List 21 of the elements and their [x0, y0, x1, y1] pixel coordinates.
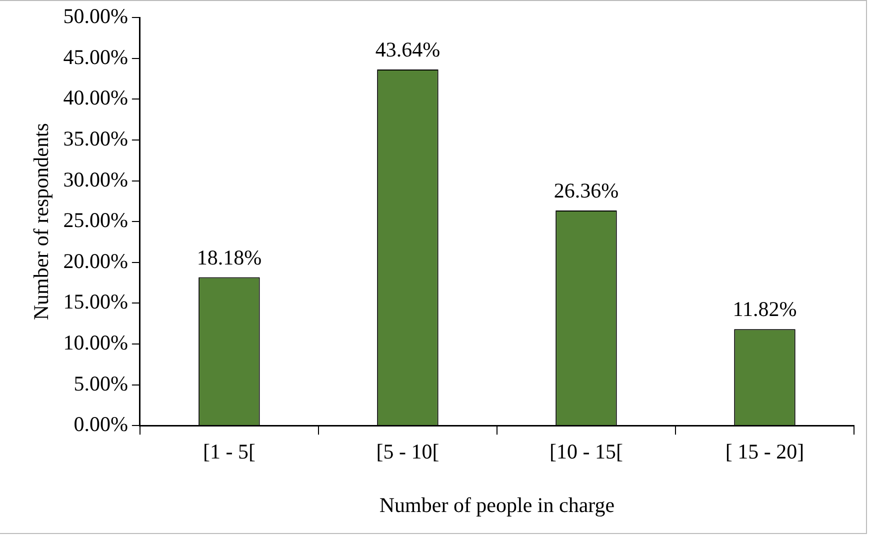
y-tick-label: 50.00% [63, 4, 128, 28]
y-tick-label: 30.00% [63, 167, 128, 192]
data-label: 11.82% [732, 297, 797, 322]
y-axis-title: Number of respondents [29, 123, 54, 320]
data-label: 43.64% [375, 38, 440, 62]
x-tick-label: [ 15 - 20] [725, 440, 804, 464]
y-tick-label: 10.00% [63, 330, 128, 355]
data-label: 26.36% [554, 178, 619, 203]
y-tick-label: 20.00% [63, 248, 128, 273]
y-tick-label: 15.00% [63, 290, 128, 314]
y-tick-label: 0.00% [74, 412, 128, 436]
y-tick-label: 35.00% [63, 126, 128, 151]
y-tick-label: 45.00% [63, 44, 128, 69]
x-tick-label: [5 - 10[ [376, 440, 440, 464]
y-tick-label: 5.00% [74, 371, 128, 396]
y-tick-label: 40.00% [63, 86, 128, 110]
y-tick-label: 25.00% [63, 208, 128, 232]
data-label: 18.18% [196, 245, 262, 270]
x-tick-label: [10 - 15[ [549, 440, 623, 464]
x-axis-title: Number of people in charge [379, 492, 615, 517]
x-tick-label: [1 - 5[ [202, 440, 256, 464]
